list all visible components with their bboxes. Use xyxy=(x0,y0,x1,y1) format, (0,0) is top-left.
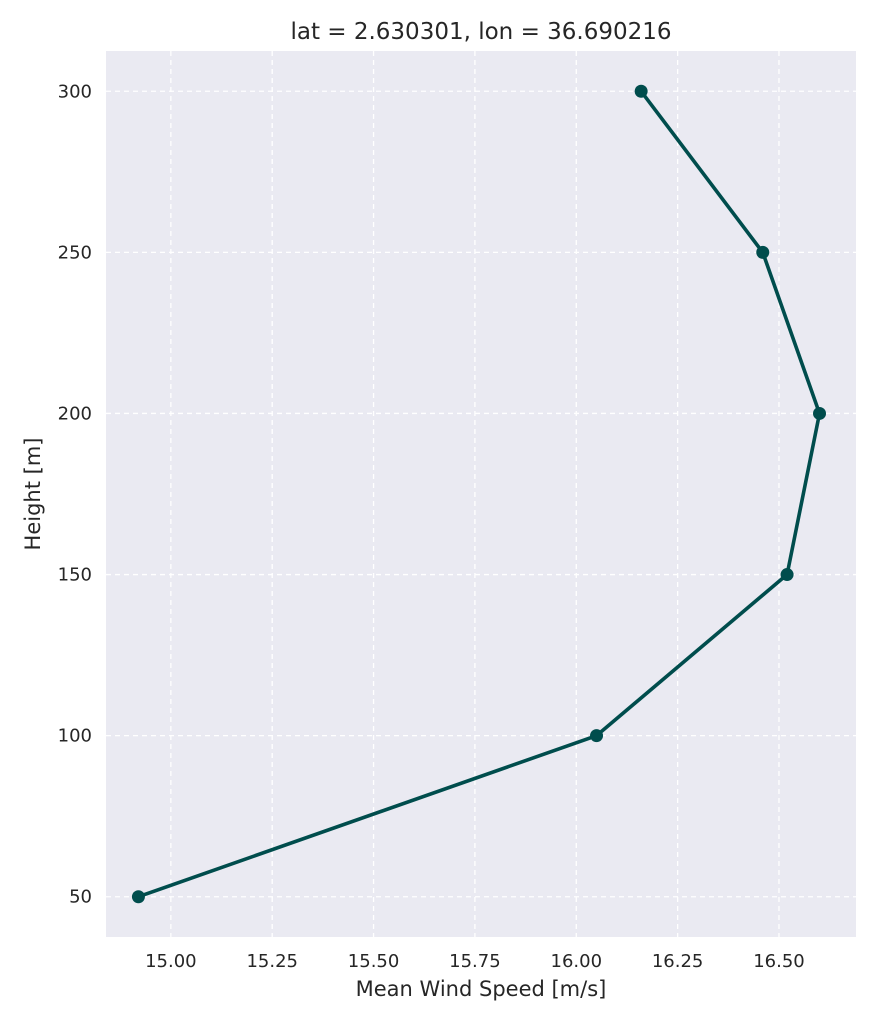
x-tick-label: 15.00 xyxy=(145,951,197,972)
y-tick-label: 200 xyxy=(58,403,92,424)
y-tick-label: 300 xyxy=(58,81,92,102)
x-tick-label: 15.75 xyxy=(449,951,501,972)
x-axis-label: Mean Wind Speed [m/s] xyxy=(356,977,607,1001)
x-tick-label: 15.25 xyxy=(246,951,298,972)
y-tick-label: 250 xyxy=(58,242,92,263)
series-layer xyxy=(131,84,827,904)
y-axis-label: Height [m] xyxy=(21,438,45,551)
x-tick-label: 16.50 xyxy=(753,951,805,972)
x-axis-ticks: 15.00 15.25 15.50 15.75 16.00 16.25 16.50 xyxy=(145,951,805,972)
y-tick-label: 150 xyxy=(58,565,92,586)
y-tick-label: 100 xyxy=(58,726,92,747)
data-point xyxy=(590,729,604,743)
x-tick-label: 16.25 xyxy=(652,951,704,972)
chart-title: lat = 2.630301, lon = 36.690216 xyxy=(290,19,671,45)
data-point xyxy=(131,890,145,904)
plot-area xyxy=(106,51,856,937)
data-point xyxy=(780,568,794,582)
x-tick-label: 15.50 xyxy=(348,951,400,972)
grid-lines xyxy=(106,51,856,937)
data-point xyxy=(813,406,827,420)
data-point xyxy=(756,245,770,259)
y-axis-ticks: 50 100 150 200 250 300 xyxy=(58,81,92,907)
y-tick-label: 50 xyxy=(69,887,92,908)
data-point xyxy=(634,84,648,98)
x-tick-label: 16.00 xyxy=(551,951,603,972)
series-line xyxy=(137,90,822,899)
